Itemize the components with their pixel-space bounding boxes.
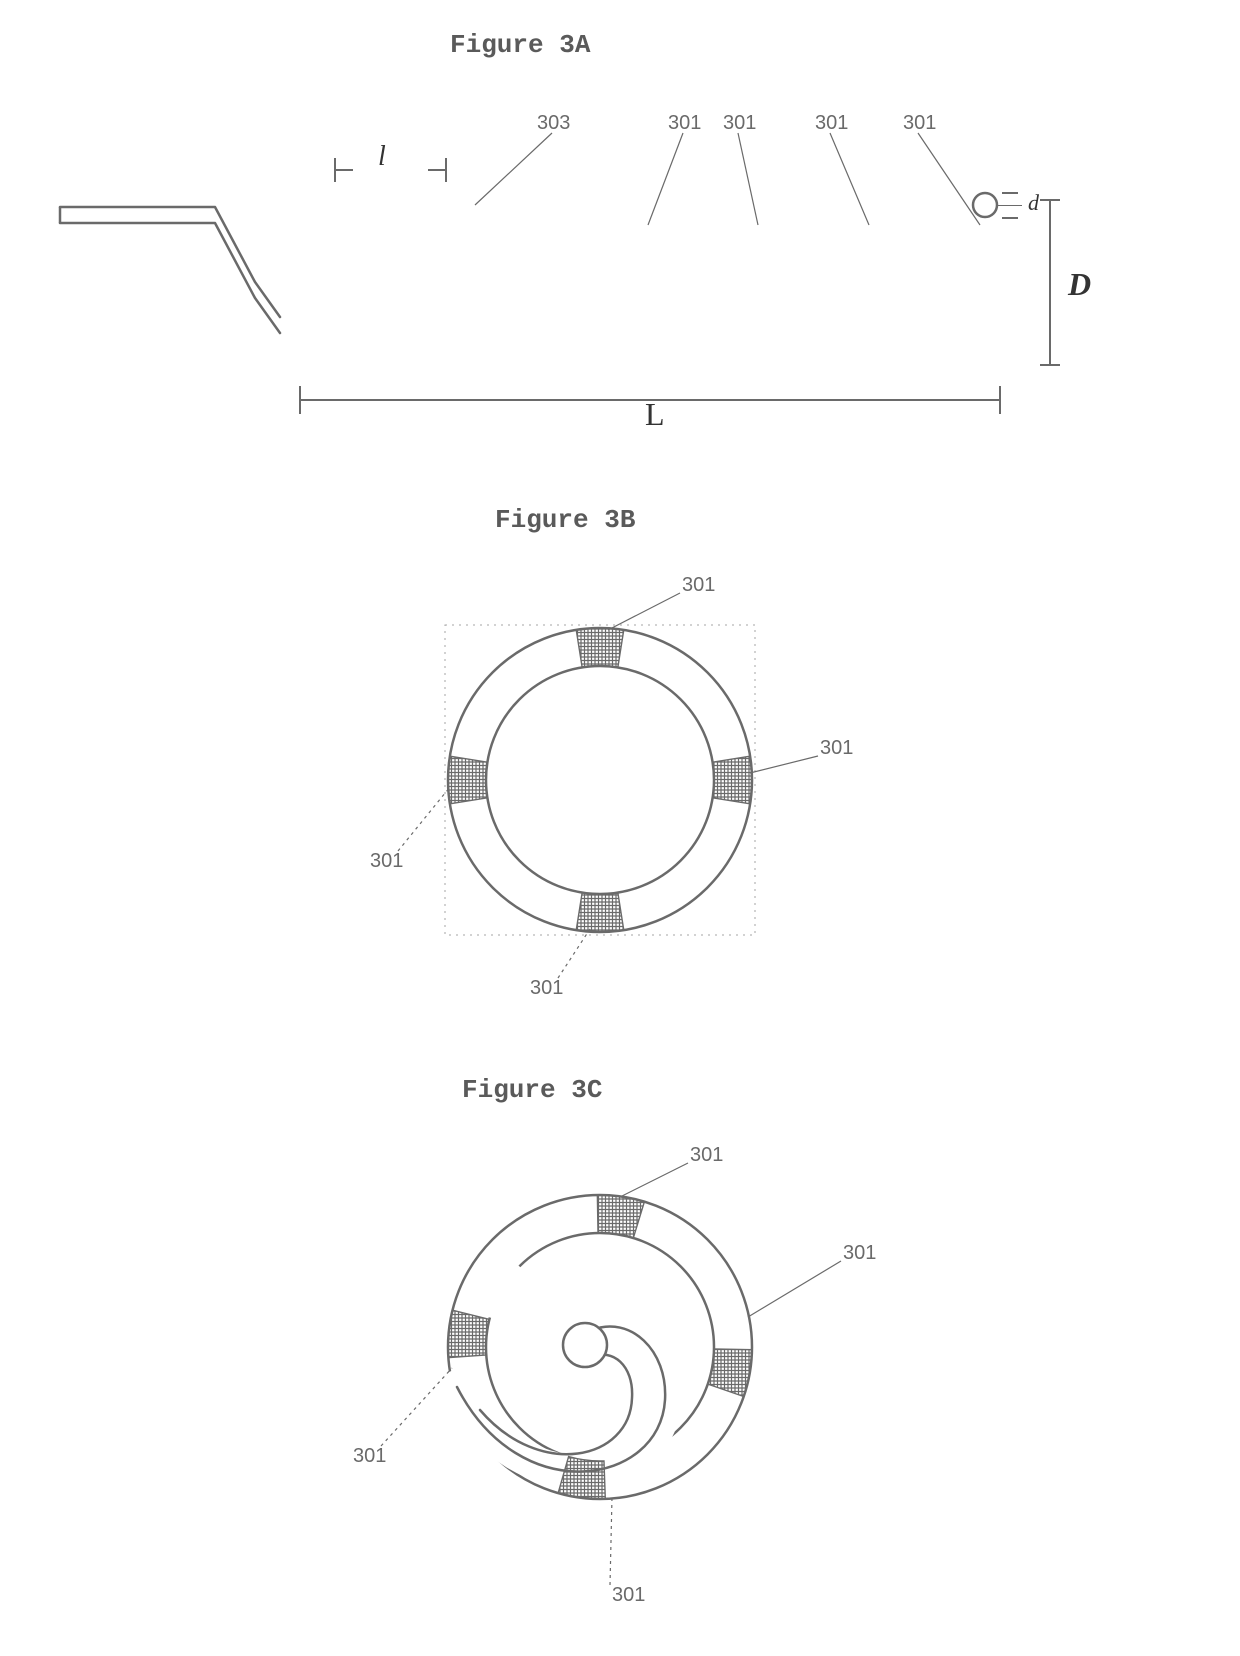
svg-text:d: d — [1028, 190, 1040, 215]
svg-text:301: 301 — [690, 1144, 723, 1166]
fig-3a-svg: 303 301 301 301 301 l Ld D — [0, 70, 1240, 480]
svg-text:301: 301 — [612, 1584, 645, 1606]
svg-text:301: 301 — [668, 112, 701, 134]
fig-3c-title: Figure 3C — [462, 1075, 602, 1105]
svg-text:301: 301 — [353, 1445, 386, 1467]
fig-3b-title: Figure 3B — [495, 505, 635, 535]
page-root: { "colors": { "bg": "#ffffff", "stroke":… — [0, 0, 1240, 1656]
svg-text:303: 303 — [537, 112, 570, 134]
svg-text:301: 301 — [723, 112, 756, 134]
svg-text:L: L — [645, 396, 665, 432]
svg-text:l: l — [378, 141, 386, 172]
svg-text:301: 301 — [815, 112, 848, 134]
svg-text:301: 301 — [530, 977, 563, 999]
svg-text:301: 301 — [903, 112, 936, 134]
svg-text:301: 301 — [370, 850, 403, 872]
svg-text:301: 301 — [820, 737, 853, 759]
fig-3a-title: Figure 3A — [450, 30, 590, 60]
svg-text:D: D — [1067, 266, 1091, 302]
fig-3b-svg: 301 301 301 301 — [0, 545, 1240, 1005]
svg-text:301: 301 — [682, 574, 715, 596]
svg-text:301: 301 — [843, 1242, 876, 1264]
fig-3c-svg: 301 301 301 301 — [0, 1115, 1240, 1635]
